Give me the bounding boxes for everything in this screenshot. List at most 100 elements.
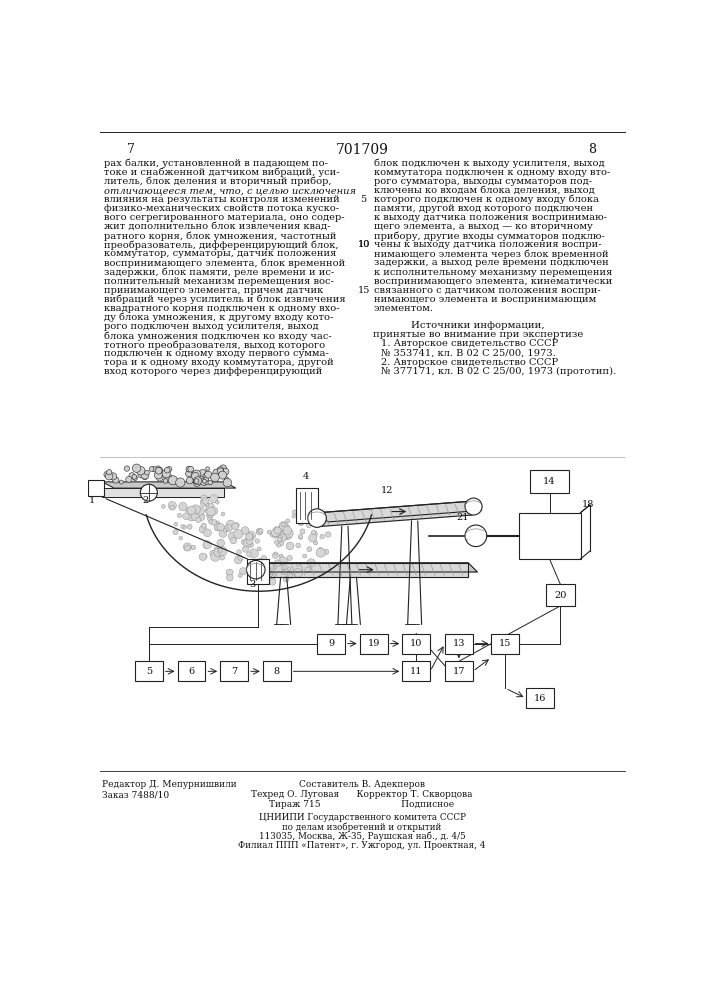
Bar <box>402 661 430 681</box>
Circle shape <box>230 537 237 544</box>
Circle shape <box>136 466 145 475</box>
Circle shape <box>201 523 206 528</box>
Circle shape <box>220 465 227 472</box>
Text: 6: 6 <box>188 667 194 676</box>
Text: тотного преобразователя, выход которого: тотного преобразователя, выход которого <box>104 340 325 350</box>
Circle shape <box>307 547 312 552</box>
Text: 16: 16 <box>534 694 547 703</box>
Circle shape <box>243 539 252 547</box>
Text: блок подключен к выходу усилителя, выход: блок подключен к выходу усилителя, выход <box>373 158 604 168</box>
Circle shape <box>307 523 311 528</box>
Circle shape <box>274 560 281 566</box>
Text: нимающего элемента и воспринимающим: нимающего элемента и воспринимающим <box>373 295 596 304</box>
Circle shape <box>202 498 209 504</box>
Circle shape <box>269 579 276 585</box>
Circle shape <box>141 471 149 479</box>
Text: 13: 13 <box>452 639 465 648</box>
Circle shape <box>281 570 286 575</box>
Circle shape <box>156 474 163 481</box>
Circle shape <box>284 577 289 582</box>
Circle shape <box>205 503 209 507</box>
Circle shape <box>281 533 288 540</box>
Bar <box>546 584 575 606</box>
Text: 11: 11 <box>410 667 423 676</box>
Text: 3: 3 <box>249 580 255 589</box>
Circle shape <box>292 515 296 518</box>
Bar <box>491 634 519 654</box>
Circle shape <box>257 547 261 551</box>
Circle shape <box>206 467 209 471</box>
Circle shape <box>200 478 208 485</box>
Text: которого подключен к одному входу блока: которого подключен к одному входу блока <box>373 195 599 204</box>
Text: тора и к одному входу коммутатора, другой: тора и к одному входу коммутатора, друго… <box>104 358 334 367</box>
Circle shape <box>129 473 135 479</box>
Text: литель, блок деления и вторичный прибор,: литель, блок деления и вторичный прибор, <box>104 177 332 186</box>
Circle shape <box>192 505 200 514</box>
Circle shape <box>217 539 225 547</box>
Circle shape <box>243 546 247 550</box>
Circle shape <box>204 529 211 537</box>
Circle shape <box>157 467 163 473</box>
Circle shape <box>286 519 290 523</box>
Text: ключены ко входам блока деления, выход: ключены ко входам блока деления, выход <box>373 186 595 195</box>
Text: элементом.: элементом. <box>373 304 433 313</box>
Circle shape <box>269 577 273 581</box>
Text: 113035, Москва, Ж-35, Раушская наб., д. 4/5: 113035, Москва, Ж-35, Раушская наб., д. … <box>259 831 465 841</box>
Circle shape <box>278 536 282 540</box>
Circle shape <box>274 527 281 534</box>
Text: квадратного корня подключен к одному вхо-: квадратного корня подключен к одному вхо… <box>104 304 339 313</box>
Circle shape <box>314 541 317 545</box>
Circle shape <box>262 555 267 561</box>
Circle shape <box>132 464 141 472</box>
Bar <box>360 634 387 654</box>
Circle shape <box>144 470 149 475</box>
Bar <box>220 661 248 681</box>
Circle shape <box>186 477 193 484</box>
Text: 12: 12 <box>380 486 393 495</box>
Circle shape <box>206 512 214 519</box>
Circle shape <box>201 495 207 501</box>
Circle shape <box>257 530 262 535</box>
Bar <box>317 634 345 654</box>
Circle shape <box>124 466 129 471</box>
Circle shape <box>192 509 196 513</box>
Text: 5: 5 <box>146 667 152 676</box>
Circle shape <box>119 480 123 484</box>
Circle shape <box>213 469 219 476</box>
Circle shape <box>300 529 305 534</box>
Circle shape <box>214 526 220 531</box>
Circle shape <box>166 467 172 472</box>
Circle shape <box>320 534 325 539</box>
Circle shape <box>104 471 110 478</box>
Text: коммутатор, сумматоры, датчик положения: коммутатор, сумматоры, датчик положения <box>104 249 337 258</box>
Text: влияния на результаты контроля изменений: влияния на результаты контроля изменений <box>104 195 339 204</box>
Circle shape <box>237 550 241 554</box>
Bar <box>530 470 569 493</box>
Text: 18: 18 <box>582 500 595 509</box>
Circle shape <box>277 537 282 542</box>
Text: нимающего элемента через блок временной: нимающего элемента через блок временной <box>373 249 608 259</box>
Text: 1. Авторское свидетельство СССР: 1. Авторское свидетельство СССР <box>381 339 559 348</box>
Text: к выходу датчика положения воспринимаю-: к выходу датчика положения воспринимаю- <box>373 213 607 222</box>
Circle shape <box>194 477 201 485</box>
Circle shape <box>288 568 291 571</box>
Circle shape <box>209 507 218 515</box>
Bar <box>177 661 206 681</box>
Text: ду блока умножения, к другому входу кото-: ду блока умножения, к другому входу кото… <box>104 313 333 322</box>
Circle shape <box>273 534 277 538</box>
Circle shape <box>293 568 303 577</box>
Circle shape <box>301 517 307 522</box>
Text: Источники информации,: Источники информации, <box>411 321 545 330</box>
Text: 21: 21 <box>457 513 469 522</box>
Circle shape <box>246 538 253 544</box>
Circle shape <box>283 526 291 535</box>
Circle shape <box>281 522 286 527</box>
Text: вого сегрегированного материала, оно содер-: вого сегрегированного материала, оно сод… <box>104 213 344 222</box>
Circle shape <box>255 539 259 543</box>
Circle shape <box>247 560 265 579</box>
Circle shape <box>271 576 275 580</box>
Text: подключен к одному входу первого сумма-: подключен к одному входу первого сумма- <box>104 349 329 358</box>
Circle shape <box>242 539 247 545</box>
Text: Техред О. Луговая      Корректор Т. Скворцова: Техред О. Луговая Корректор Т. Скворцова <box>251 790 473 799</box>
Circle shape <box>276 543 281 547</box>
